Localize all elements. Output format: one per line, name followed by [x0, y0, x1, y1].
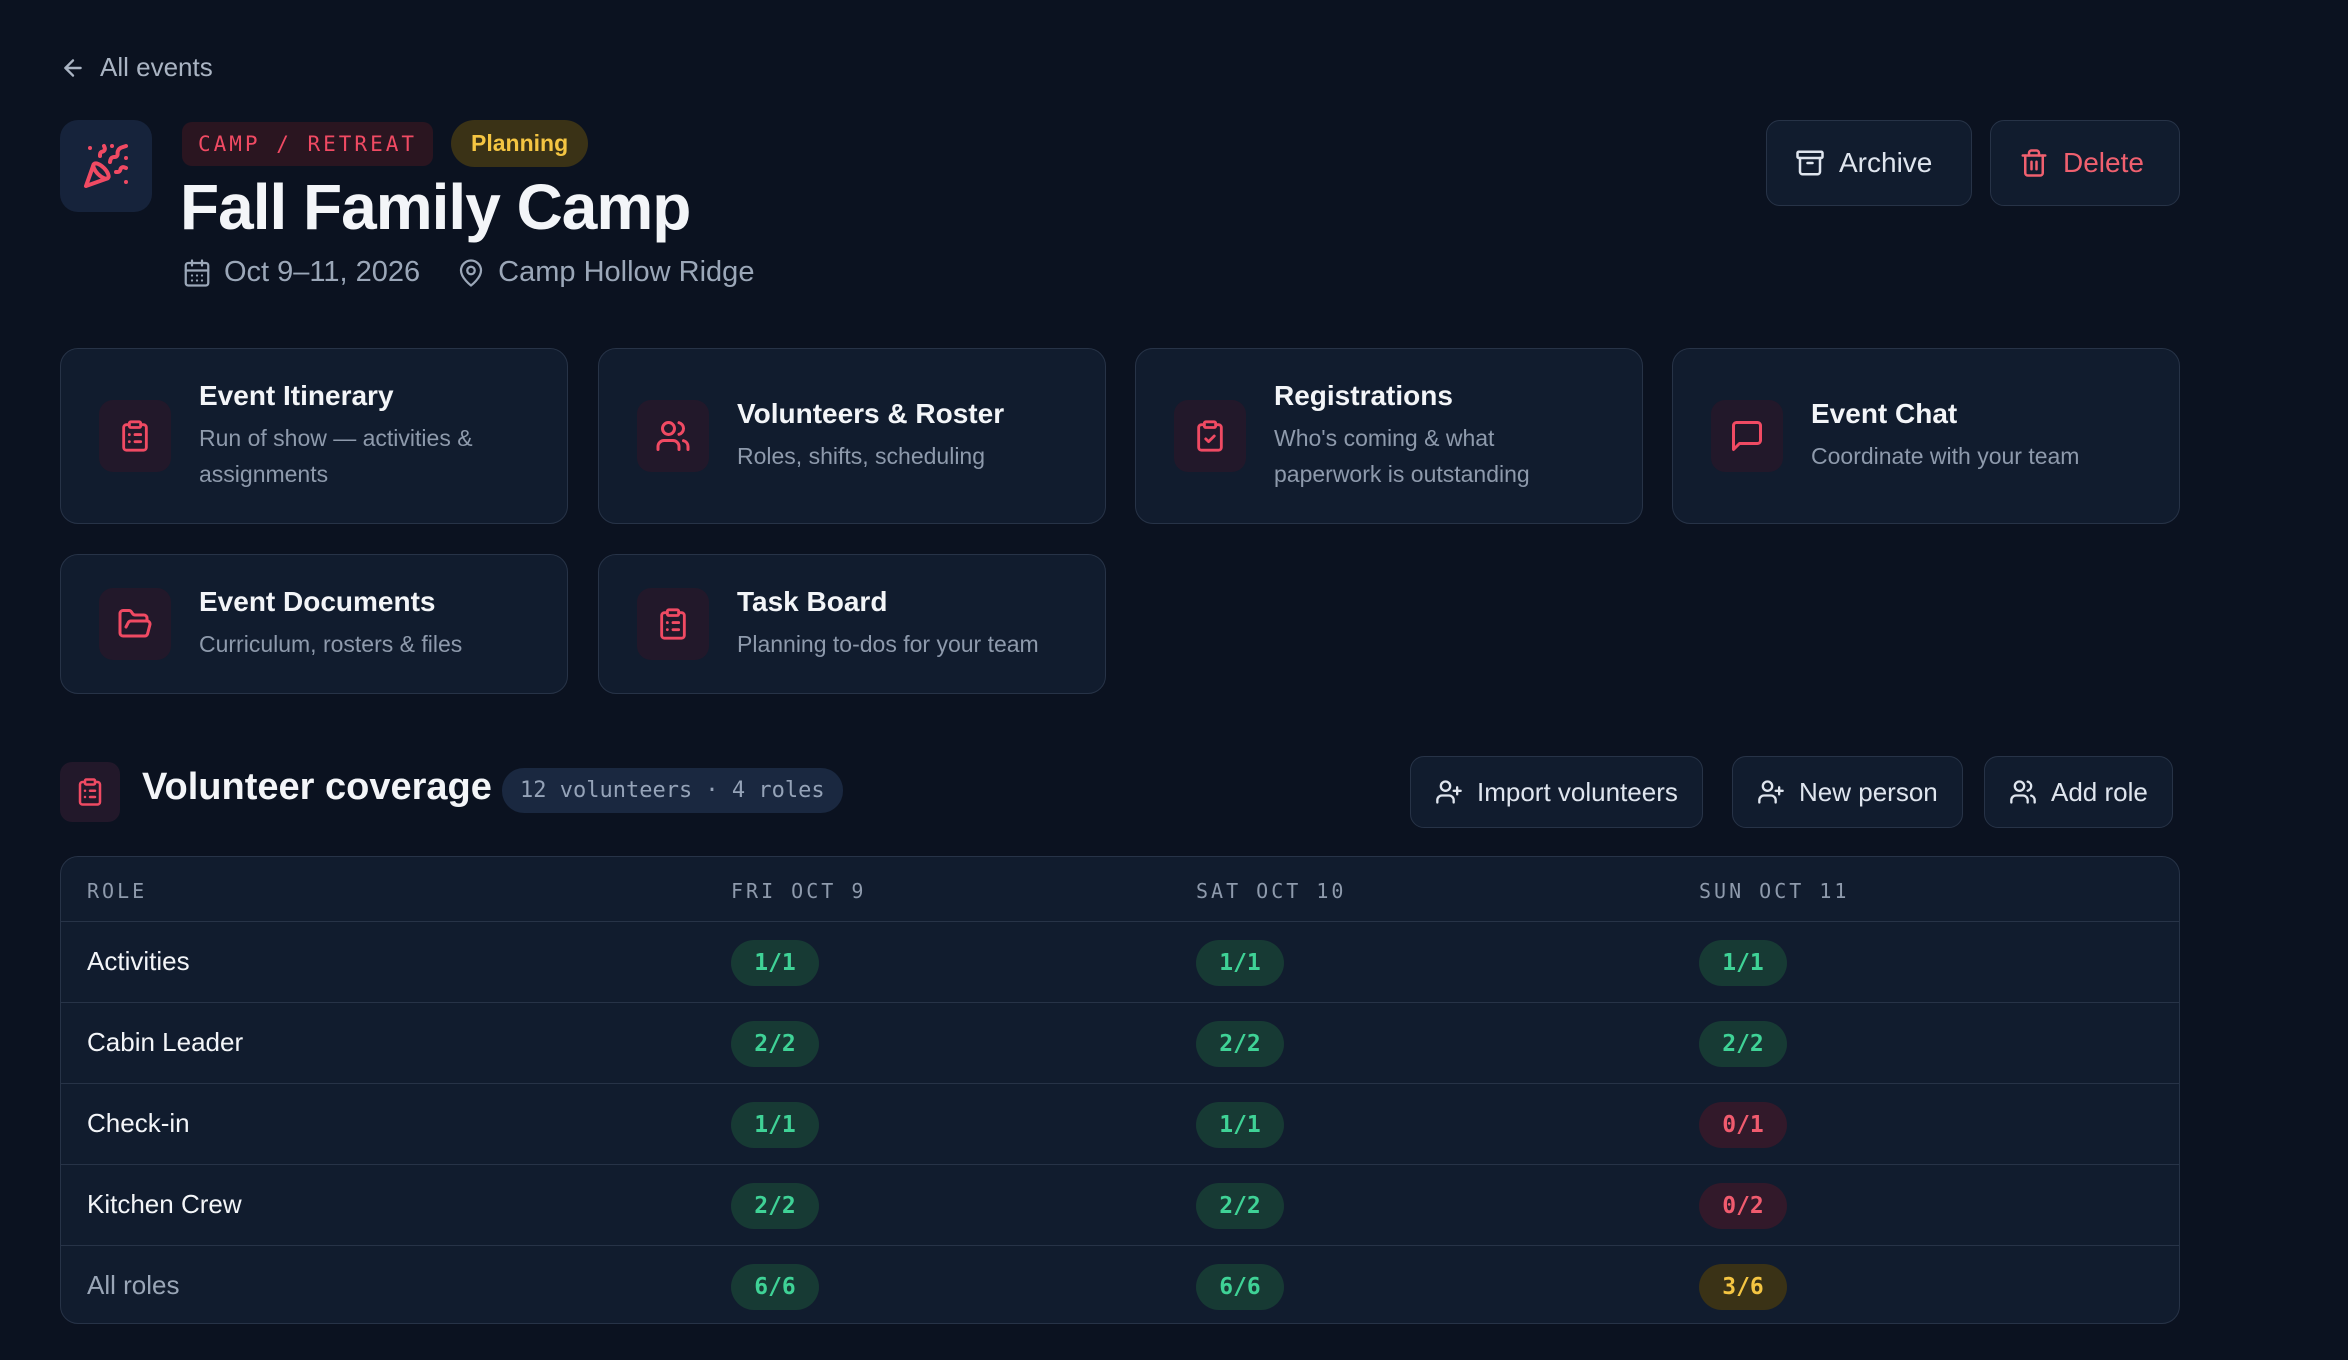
category-badge: CAMP / RETREAT [182, 121, 434, 166]
archive-label: Archive [1839, 147, 1933, 178]
coverage-pill[interactable]: 0/1 [1699, 1102, 1787, 1148]
card-event-documents[interactable]: Event Documents Curriculum, rosters & fi… [60, 554, 568, 694]
card-event-itinerary[interactable]: Event Itinerary Run of show — activities… [60, 348, 568, 524]
card-title: Task Board [737, 586, 888, 617]
column-header-sun: SUN OCT 11 [1699, 879, 1850, 903]
coverage-pill[interactable]: 1/1 [731, 1102, 819, 1148]
archive-button[interactable]: Archive [1766, 120, 1972, 206]
user-plus-icon [1435, 778, 1463, 806]
trash-icon [2019, 148, 2049, 178]
clipboard-icon [60, 762, 120, 822]
back-link-label: All events [100, 52, 213, 82]
column-header-fri: FRI OCT 9 [731, 879, 867, 903]
new-person-label: New person [1799, 776, 1938, 807]
users-icon [2009, 778, 2037, 806]
calendar-icon [182, 258, 212, 288]
coverage-pill[interactable]: 1/1 [1196, 1102, 1284, 1148]
event-avatar [60, 120, 152, 212]
table-row[interactable]: Cabin Leader 2/2 2/2 2/2 [61, 1003, 2179, 1084]
card-registrations[interactable]: Registrations Who's coming & what paperw… [1135, 348, 1643, 524]
page-title: Fall Family Camp [180, 171, 691, 243]
coverage-pill: 3/6 [1699, 1264, 1787, 1310]
coverage-pill[interactable]: 1/1 [1196, 940, 1284, 986]
card-title: Event Chat [1811, 398, 1958, 429]
table-row[interactable]: Activities 1/1 1/1 1/1 [61, 922, 2179, 1003]
coverage-pill[interactable]: 2/2 [1699, 1021, 1787, 1067]
card-title: Registrations [1274, 380, 1453, 411]
coverage-pill[interactable]: 1/1 [1699, 940, 1787, 986]
party-popper-icon [82, 142, 130, 190]
status-badge: Planning [451, 120, 589, 167]
users-icon [637, 400, 709, 472]
event-dates: Oct 9–11, 2026 [224, 256, 421, 288]
map-pin-icon [456, 258, 486, 288]
coverage-pill[interactable]: 0/2 [1699, 1183, 1787, 1229]
archive-icon [1795, 148, 1825, 178]
section-title: Volunteer coverage [142, 766, 492, 808]
coverage-table: ROLE FRI OCT 9 SAT OCT 10 SUN OCT 11 Act… [60, 856, 2180, 1324]
card-description: Run of show — activities & assignments [199, 425, 473, 487]
new-person-button[interactable]: New person [1732, 756, 1963, 828]
card-description: Curriculum, rosters & files [199, 631, 463, 657]
table-row-total: All roles 6/6 6/6 3/6 [61, 1246, 2179, 1323]
clipboard-icon [637, 588, 709, 660]
arrow-left-icon [60, 55, 86, 81]
role-name: Cabin Leader [87, 1027, 244, 1057]
table-header: ROLE FRI OCT 9 SAT OCT 10 SUN OCT 11 [61, 857, 2179, 922]
card-description: Roles, shifts, scheduling [737, 443, 986, 469]
card-title: Event Documents [199, 586, 436, 617]
role-name: Check-in [87, 1108, 190, 1138]
card-description: Who's coming & what paperwork is outstan… [1274, 425, 1530, 487]
coverage-pill[interactable]: 2/2 [731, 1183, 819, 1229]
import-volunteers-button[interactable]: Import volunteers [1410, 756, 1703, 828]
coverage-pill[interactable]: 2/2 [731, 1021, 819, 1067]
column-header-role: ROLE [87, 879, 148, 903]
import-volunteers-label: Import volunteers [1477, 776, 1678, 807]
card-description: Planning to-dos for your team [737, 631, 1039, 657]
table-row[interactable]: Kitchen Crew 2/2 2/2 0/2 [61, 1165, 2179, 1246]
coverage-pill[interactable]: 2/2 [1196, 1183, 1284, 1229]
event-location: Camp Hollow Ridge [498, 256, 755, 288]
card-description: Coordinate with your team [1811, 443, 2080, 469]
role-name: Kitchen Crew [87, 1189, 242, 1219]
coverage-pill: 6/6 [1196, 1264, 1284, 1310]
user-plus-icon [1757, 778, 1785, 806]
delete-button[interactable]: Delete [1990, 120, 2180, 206]
column-header-sat: SAT OCT 10 [1196, 879, 1347, 903]
add-role-button[interactable]: Add role [1984, 756, 2173, 828]
clipboard-icon [99, 400, 171, 472]
table-row[interactable]: Check-in 1/1 1/1 0/1 [61, 1084, 2179, 1165]
coverage-pill[interactable]: 1/1 [731, 940, 819, 986]
add-role-label: Add role [2051, 776, 2148, 807]
clipboard-check-icon [1174, 400, 1246, 472]
folder-open-icon [99, 588, 171, 660]
card-volunteers-roster[interactable]: Volunteers & Roster Roles, shifts, sched… [598, 348, 1106, 524]
coverage-pill[interactable]: 2/2 [1196, 1021, 1284, 1067]
coverage-pill: 6/6 [731, 1264, 819, 1310]
chat-icon [1711, 400, 1783, 472]
card-task-board[interactable]: Task Board Planning to-dos for your team [598, 554, 1106, 694]
card-title: Volunteers & Roster [737, 398, 1005, 429]
role-name: Activities [87, 946, 190, 976]
role-name: All roles [87, 1270, 180, 1300]
delete-label: Delete [2063, 147, 2144, 178]
back-link[interactable]: All events [60, 52, 213, 83]
volunteer-count-badge: 12 volunteers · 4 roles [502, 768, 843, 813]
card-event-chat[interactable]: Event Chat Coordinate with your team [1672, 348, 2180, 524]
card-title: Event Itinerary [199, 380, 394, 411]
